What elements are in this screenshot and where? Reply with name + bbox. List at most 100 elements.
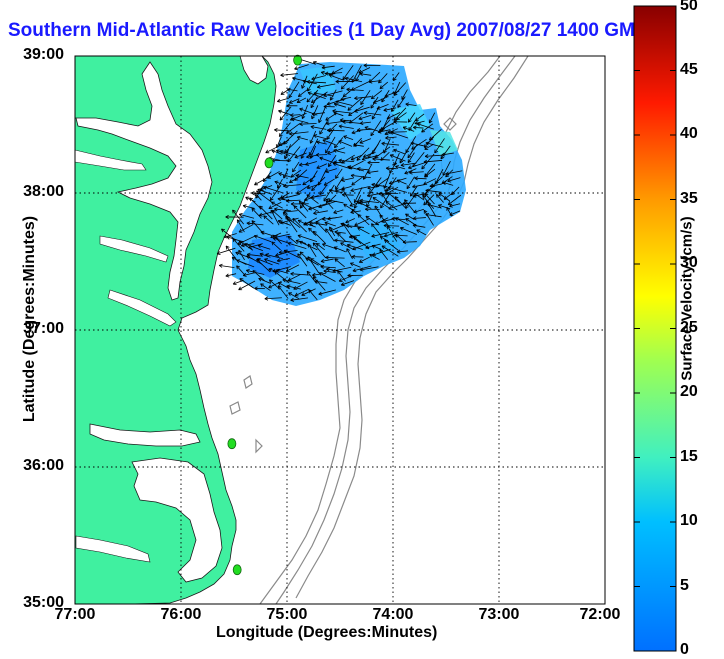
colorbar-tick-label: 45 (680, 61, 698, 78)
velocity-arrow (263, 185, 283, 194)
velocity-arrow (405, 213, 415, 220)
velocity-arrow (251, 207, 262, 219)
velocity-arrow (271, 201, 283, 209)
velocity-arrow (354, 96, 372, 101)
velocity-arrow (304, 222, 316, 228)
velocity-arrow (236, 219, 245, 233)
velocity-arrow (395, 217, 409, 226)
velocity-arrow (367, 170, 379, 175)
velocity-arrow (316, 163, 328, 169)
velocity-arrow (308, 289, 318, 301)
velocity-arrow (282, 183, 301, 188)
velocity-arrow (340, 75, 354, 90)
velocity-arrow (359, 266, 379, 272)
velocity-arrow (320, 264, 336, 269)
velocity-arrow (350, 154, 362, 161)
velocity-arrow (285, 215, 298, 233)
velocity-arrow (263, 215, 274, 225)
velocity-arrow (278, 122, 291, 137)
velocity-arrow (413, 208, 425, 214)
velocity-arrow (299, 122, 317, 127)
velocity-patch (390, 104, 430, 140)
velocity-arrow (294, 152, 307, 159)
velocity-arrow (322, 139, 336, 146)
velocity-arrow (380, 192, 391, 209)
velocity-arrow (242, 272, 254, 277)
velocity-arrow (378, 73, 388, 84)
velocity-arrow (294, 288, 310, 297)
velocity-arrow (268, 201, 282, 210)
velocity-arrow (368, 79, 381, 84)
velocity-arrow (312, 60, 325, 67)
velocity-arrow (325, 200, 334, 210)
velocity-arrow (301, 288, 316, 296)
velocity-arrow (407, 112, 416, 123)
velocity-arrow (412, 216, 426, 221)
velocity-arrow (329, 226, 336, 237)
velocity-arrow (369, 253, 380, 260)
velocity-arrow (335, 100, 353, 106)
velocity-arrow (290, 113, 301, 118)
velocity-arrow (361, 154, 379, 161)
velocity-arrow (446, 207, 452, 217)
velocity-arrow (325, 228, 335, 242)
velocity-arrow (423, 209, 434, 226)
velocity-arrow (306, 184, 318, 190)
velocity-arrow (294, 64, 309, 71)
velocity-arrow (347, 97, 363, 111)
velocity-arrow (416, 122, 435, 130)
velocity-arrow (278, 172, 293, 178)
velocity-arrow (276, 257, 290, 263)
velocity-arrow (318, 200, 337, 209)
velocity-arrow (333, 246, 346, 253)
velocity-arrow (274, 207, 292, 212)
x-tick-label: 72:00 (579, 606, 621, 623)
velocity-arrow (414, 192, 425, 201)
velocity-arrow (397, 96, 406, 108)
velocity-arrow (296, 184, 310, 195)
station-marker (232, 564, 242, 576)
velocity-arrow (385, 201, 398, 211)
velocity-arrow (307, 91, 326, 100)
station-marker (227, 438, 237, 450)
velocity-arrow (363, 63, 381, 68)
velocity-arrow (384, 239, 399, 251)
velocity-arrow (333, 148, 346, 154)
velocity-arrow (372, 197, 390, 209)
velocity-arrow (357, 214, 370, 226)
velocity-arrow (325, 255, 345, 260)
velocity-arrow (296, 97, 307, 103)
velocity-arrow (346, 243, 363, 250)
velocity-arrow (341, 188, 352, 204)
colorbar (633, 5, 677, 652)
velocity-arrow (416, 229, 427, 236)
velocity-arrow (282, 278, 301, 284)
velocity-arrow (298, 200, 309, 212)
velocity-arrow (340, 280, 355, 287)
velocity-arrow (288, 292, 300, 300)
y-axis-label: Latitude (Degrees:Minutes) (21, 215, 39, 423)
albemarle-sound (89, 423, 201, 447)
velocity-arrow (225, 273, 237, 278)
velocity-arrow (379, 236, 390, 243)
velocity-arrow (347, 273, 363, 278)
velocity-arrow (372, 156, 390, 162)
velocity-arrow (407, 152, 415, 164)
velocity-arrow (353, 236, 370, 249)
velocity-arrow (282, 212, 292, 220)
velocity-arrow (315, 220, 327, 233)
velocity-arrow (325, 168, 337, 174)
velocity-arrow (337, 232, 347, 242)
velocity-arrow (385, 135, 397, 140)
velocity-arrow (395, 165, 406, 170)
velocity-arrow (370, 120, 382, 137)
velocity-arrow (404, 199, 415, 213)
velocity-arrow (264, 258, 280, 265)
x-axis-label: Longitude (Degrees:Minutes) (216, 624, 438, 641)
velocity-arrow (297, 234, 318, 242)
velocity-arrow (350, 173, 371, 178)
velocity-arrow (351, 254, 364, 259)
velocity-arrow (312, 230, 326, 244)
velocity-arrow (307, 256, 320, 274)
velocity-arrow (309, 130, 317, 144)
